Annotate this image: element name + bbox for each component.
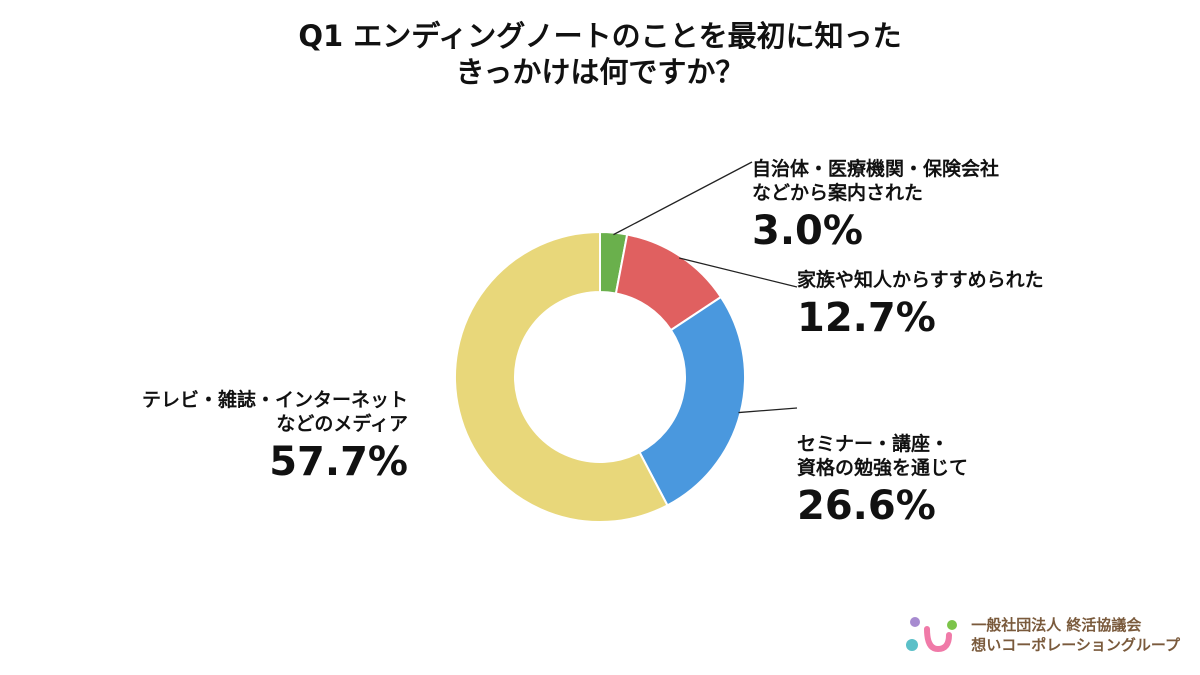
- donut-slice-seminar: [638, 295, 746, 507]
- slice-label-media-line2: などのメディア: [276, 413, 408, 435]
- slice-label-local-govt-line2: などから案内された: [752, 182, 924, 204]
- footer-branding: 一般社団法人 終活協議会 想いコーポレーショングループ: [905, 615, 1180, 655]
- donut-slice-media: [454, 230, 669, 523]
- title-line-1: Q1 エンディングノートのことを最初に知った: [298, 19, 902, 53]
- chart-title: Q1 エンディングノートのことを最初に知った きっかけは何ですか？: [0, 18, 1200, 90]
- slice-label-family: 家族や知人からすすめられた 12.7%: [797, 268, 1044, 342]
- slice-label-family-line1: 家族や知人からすすめられた: [797, 269, 1044, 291]
- org-logo-icon: [906, 617, 958, 653]
- org-name-line1: 一般社団法人 終活協議会: [971, 616, 1142, 634]
- slice-value-seminar: 26.6%: [797, 483, 936, 529]
- slice-label-seminar-line2: 資格の勉強を通じて: [797, 457, 969, 479]
- leader-line-local-govt: [613, 161, 753, 236]
- title-line-2: きっかけは何ですか？: [455, 55, 745, 89]
- slice-label-media-line1: テレビ・雑誌・インターネット: [141, 389, 408, 411]
- slice-label-seminar-line1: セミナー・講座・: [797, 433, 950, 455]
- slice-label-local-govt-line1: 自治体・医療機関・保険会社: [752, 158, 1000, 180]
- slice-value-local-govt: 3.0%: [752, 208, 863, 254]
- slice-value-media: 57.7%: [269, 439, 408, 485]
- slice-label-seminar: セミナー・講座・ 資格の勉強を通じて 26.6%: [797, 432, 968, 530]
- slice-value-family: 12.7%: [797, 295, 936, 341]
- slice-label-media: テレビ・雑誌・インターネット などのメディア 57.7%: [142, 388, 408, 486]
- leader-line-seminar: [738, 407, 798, 414]
- leader-line-family: [679, 257, 798, 288]
- slice-label-local-govt: 自治体・医療機関・保険会社 などから案内された 3.0%: [752, 157, 999, 255]
- org-name-line2: 想いコーポレーショングループ: [971, 636, 1180, 654]
